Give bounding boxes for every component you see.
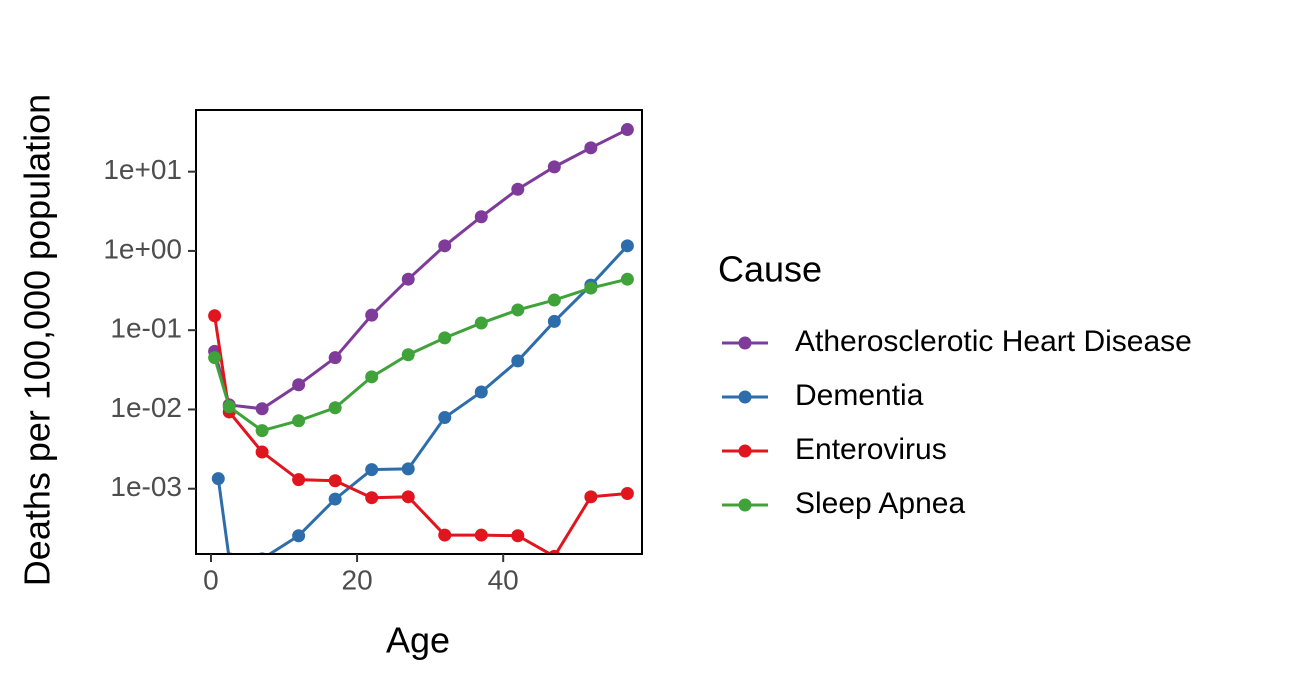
data-point: [365, 491, 379, 505]
data-point: [511, 529, 525, 543]
legend-point: [738, 498, 752, 512]
series-line: [213, 277, 628, 433]
data-point: [401, 272, 415, 286]
data-point: [255, 424, 269, 438]
data-point: [292, 473, 306, 487]
data-point: [208, 309, 222, 323]
data-point: [511, 303, 525, 317]
data-point: [438, 331, 452, 345]
data-point: [401, 490, 415, 504]
plot-area: [208, 123, 634, 554]
legend-point: [738, 336, 752, 350]
data-point: [474, 385, 488, 399]
data-point: [548, 549, 561, 554]
data-point: [584, 281, 598, 295]
y-tick-label: 1e-02: [110, 392, 182, 423]
data-point: [474, 210, 488, 224]
y-tick-label: 1e-03: [110, 471, 182, 502]
data-point: [547, 160, 561, 174]
data-point: [474, 316, 488, 330]
y-tick-label: 1e+00: [103, 233, 182, 264]
data-point: [438, 411, 452, 425]
legend-label: Sleep Apnea: [795, 487, 965, 520]
data-point: [620, 123, 634, 137]
data-point: [547, 314, 561, 328]
y-tick-label: 1e-01: [110, 313, 182, 344]
data-point: [292, 414, 306, 428]
legend-title: Cause: [718, 249, 822, 290]
legend-label: Dementia: [795, 379, 924, 412]
data-point: [584, 141, 598, 155]
data-point: [511, 182, 525, 196]
data-point: [438, 528, 452, 542]
series-line: [213, 128, 629, 411]
data-point: [474, 528, 488, 542]
y-tick-label: 1e+01: [103, 154, 182, 185]
data-point: [365, 308, 379, 322]
panel-border: [195, 109, 643, 555]
legend-point: [738, 390, 752, 404]
data-point: [365, 370, 379, 384]
y-axis-title: Deaths per 100,000 population: [17, 94, 58, 586]
x-tick-label: 40: [488, 564, 519, 595]
data-point: [620, 239, 634, 253]
data-point: [438, 239, 452, 253]
data-point: [328, 351, 342, 365]
data-point: [292, 378, 306, 392]
data-point: [584, 490, 598, 504]
data-point: [547, 293, 561, 307]
data-point: [401, 348, 415, 362]
data-point: [211, 472, 225, 486]
data-point: [255, 445, 269, 459]
data-point: [401, 462, 415, 476]
data-point: [620, 486, 634, 500]
x-tick-label: 0: [203, 564, 219, 595]
data-point: [222, 400, 236, 414]
x-tick-label: 20: [342, 564, 373, 595]
data-point: [511, 354, 525, 368]
data-point: [328, 492, 342, 506]
data-point: [292, 529, 306, 543]
legend-label: Enterovirus: [795, 433, 947, 466]
data-point: [365, 463, 379, 477]
data-point: [208, 351, 222, 365]
data-point: [255, 402, 269, 416]
x-axis-title: Age: [386, 620, 450, 661]
data-point: [328, 401, 342, 415]
data-point: [328, 474, 342, 488]
legend-point: [738, 444, 752, 458]
legend-label: Atherosclerotic Heart Disease: [795, 325, 1192, 358]
data-point: [620, 272, 634, 286]
series-line: [213, 315, 628, 554]
